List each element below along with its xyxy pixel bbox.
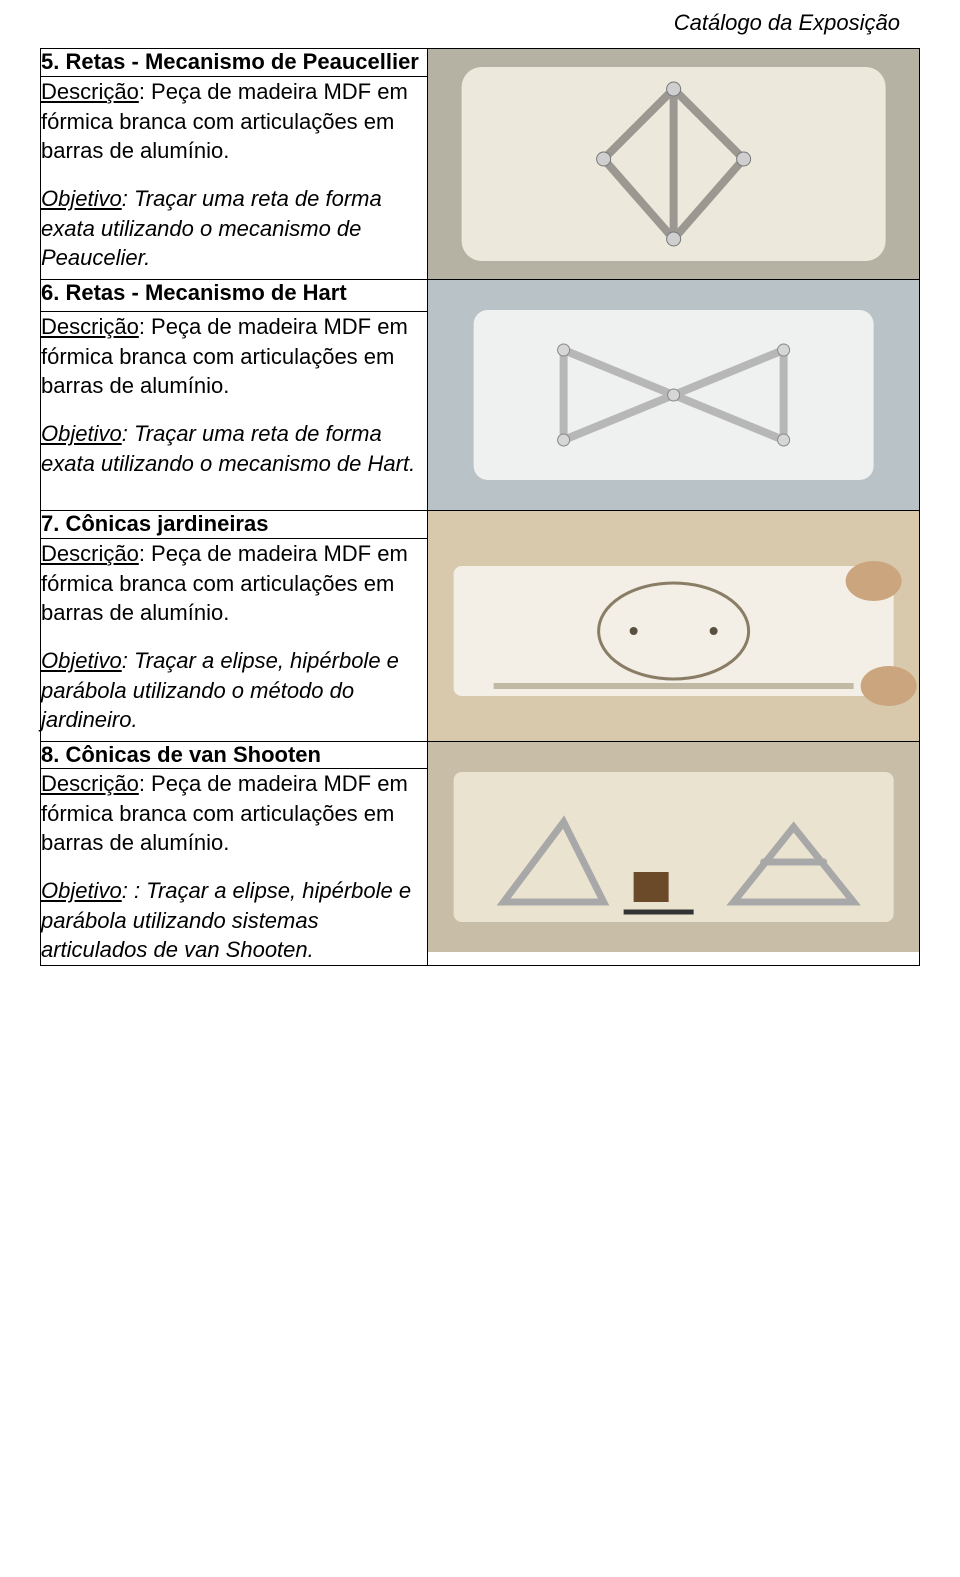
descricao-label: Descrição bbox=[41, 541, 139, 566]
item-6-title-row: 6. Retas - Mecanismo de Hart bbox=[41, 280, 920, 312]
item-5-title-cell: 5. Retas - Mecanismo de Peaucellier bbox=[41, 49, 428, 77]
item-8-text-cell: Descrição: Peça de madeira MDF em fórmic… bbox=[41, 769, 428, 966]
vanshooten-photo bbox=[428, 742, 919, 952]
objetivo-label: Objetivo bbox=[41, 421, 122, 446]
item-8-objective: Objetivo: : Traçar a elipse, hipérbole e… bbox=[41, 876, 427, 965]
item-5-number: 5. bbox=[41, 49, 59, 74]
item-6-title: Retas - Mecanismo de Hart bbox=[65, 280, 346, 305]
item-7-title-cell: 7. Cônicas jardineiras bbox=[41, 511, 428, 539]
page-header: Catálogo da Exposição bbox=[40, 10, 920, 36]
item-7-title-row: 7. Cônicas jardineiras bbox=[41, 511, 920, 539]
item-5-title: Retas - Mecanismo de Peaucellier bbox=[65, 49, 418, 74]
item-6-title-cell: 6. Retas - Mecanismo de Hart bbox=[41, 280, 428, 312]
item-7-objective: Objetivo: Traçar a elipse, hipérbole e p… bbox=[41, 646, 427, 735]
descricao-label: Descrição bbox=[41, 79, 139, 104]
hart-photo bbox=[428, 280, 919, 510]
item-6-description: Descrição: Peça de madeira MDF em fórmic… bbox=[41, 312, 427, 401]
item-8-description: Descrição: Peça de madeira MDF em fórmic… bbox=[41, 769, 427, 858]
item-6-number: 6. bbox=[41, 280, 59, 305]
item-5-description: Descrição: Peça de madeira MDF em fórmic… bbox=[41, 77, 427, 166]
jardineiras-photo bbox=[428, 511, 919, 741]
descricao-label: Descrição bbox=[41, 314, 139, 339]
objetivo-label: Objetivo bbox=[41, 648, 122, 673]
item-7-description: Descrição: Peça de madeira MDF em fórmic… bbox=[41, 539, 427, 628]
objetivo-label: Objetivo bbox=[41, 186, 122, 211]
item-8-image-cell bbox=[427, 742, 919, 966]
peaucellier-photo bbox=[428, 49, 919, 279]
item-7-text-cell: Descrição: Peça de madeira MDF em fórmic… bbox=[41, 538, 428, 741]
item-7-title: Cônicas jardineiras bbox=[65, 511, 268, 536]
descricao-label: Descrição bbox=[41, 771, 139, 796]
item-7-number: 7. bbox=[41, 511, 59, 536]
catalog-table: 5. Retas - Mecanismo de Peaucellier bbox=[40, 48, 920, 966]
item-5-title-row: 5. Retas - Mecanismo de Peaucellier bbox=[41, 49, 920, 77]
item-8-title: Cônicas de van Shooten bbox=[65, 742, 321, 767]
item-5-text-cell: Descrição: Peça de madeira MDF em fórmic… bbox=[41, 76, 428, 279]
item-6-objective: Objetivo: Traçar uma reta de forma exata… bbox=[41, 419, 427, 478]
item-6-image-cell bbox=[427, 280, 919, 511]
item-8-title-cell: 8. Cônicas de van Shooten bbox=[41, 742, 428, 769]
objetivo-label: Objetivo bbox=[41, 878, 122, 903]
item-8-title-row: 8. Cônicas de van Shooten bbox=[41, 742, 920, 769]
item-7-image-cell bbox=[427, 511, 919, 742]
item-5-image-cell bbox=[427, 49, 919, 280]
item-6-text-cell: Descrição: Peça de madeira MDF em fórmic… bbox=[41, 312, 428, 511]
item-8-number: 8. bbox=[41, 742, 59, 767]
item-5-objective: Objetivo: Traçar uma reta de forma exata… bbox=[41, 184, 427, 273]
